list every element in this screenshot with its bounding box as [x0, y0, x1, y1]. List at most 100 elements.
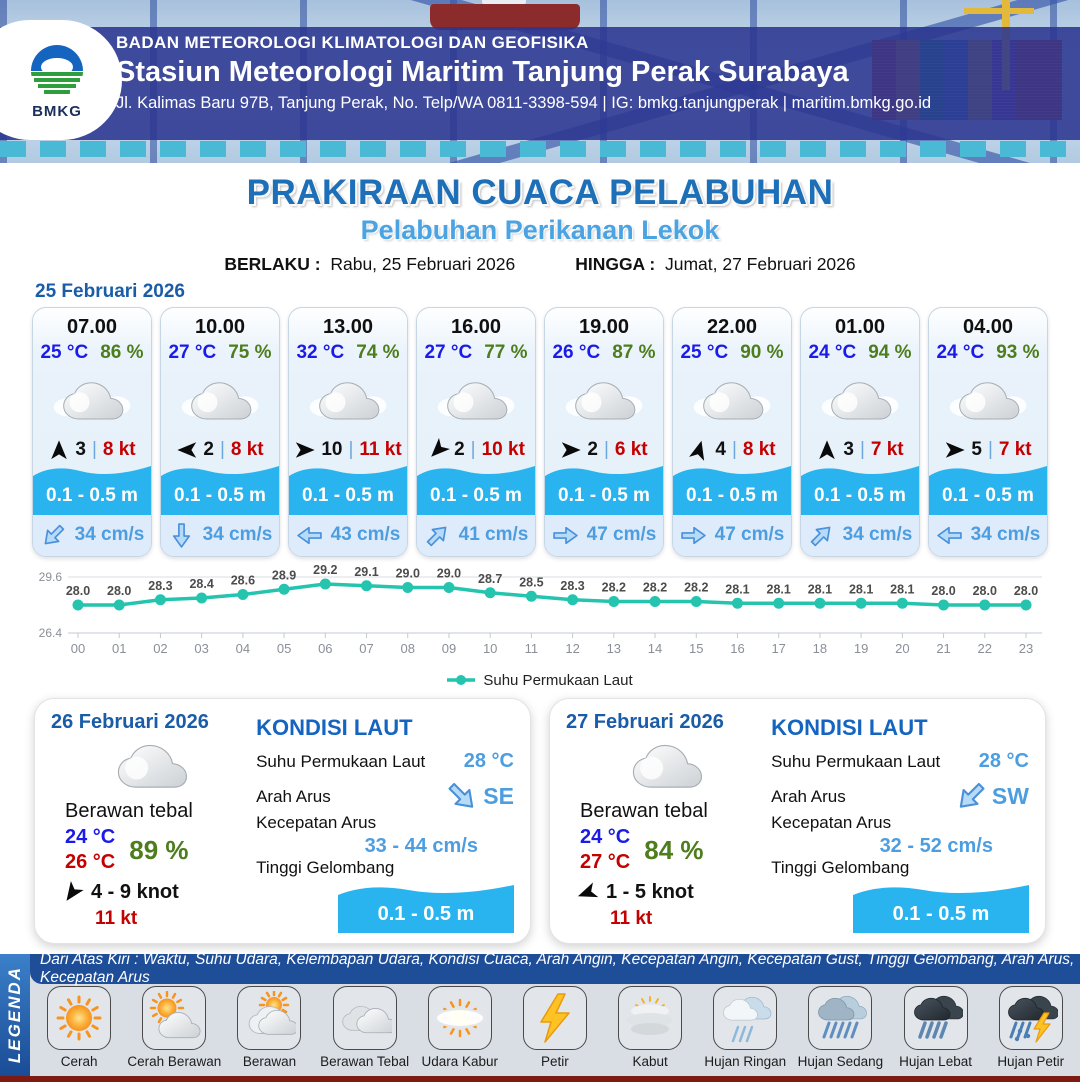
wind-gust: 7 kt: [870, 438, 904, 460]
wave-height: 0.1 - 0.5 m: [337, 902, 514, 933]
svg-text:28.0: 28.0: [931, 584, 955, 598]
forecast-card: 22.00 25 °C 90 % 4 | 8 kt 0.1 - 0.5 m 47…: [672, 307, 792, 557]
header-banner: BADAN METEOROLOGI KLIMATOLOGI DAN GEOFIS…: [0, 0, 1080, 163]
legend-item: Hujan Lebat: [890, 986, 982, 1076]
legend-item-label: Kabut: [632, 1054, 668, 1069]
wind-speed: 4: [715, 438, 726, 460]
svg-text:22: 22: [978, 641, 992, 656]
bottom-bar: [0, 1076, 1080, 1082]
current-speed: 43 cm/s: [330, 524, 401, 546]
wave-crest: [417, 465, 535, 483]
legend-item: Berawan Tebal: [319, 986, 411, 1076]
wave-height: 0.1 - 0.5 m: [929, 482, 1047, 515]
cloudy-icon: [621, 744, 710, 788]
bmkg-logo-text: BMKG: [32, 102, 82, 120]
humidity: 75 %: [228, 342, 272, 363]
forecast-time: 19.00: [578, 316, 630, 338]
validity-row: BERLAKU : Rabu, 25 Februari 2026 HINGGA …: [0, 254, 1080, 275]
separator: |: [219, 438, 225, 460]
current-direction-arrow-icon: [552, 526, 578, 545]
wind-direction-arrow-icon: [51, 440, 68, 460]
svg-text:13: 13: [607, 641, 621, 656]
current-direction-arrow-icon: [296, 526, 322, 545]
wind-speed: 2: [454, 438, 465, 460]
station-name: Stasiun Meteorologi Maritim Tanjung Pera…: [116, 56, 849, 88]
chart-legend: Suhu Permukaan Laut: [0, 670, 1080, 690]
legend-item: Petir: [509, 986, 601, 1076]
current-row: 34 cm/s: [801, 514, 919, 556]
wind-gust: 8 kt: [742, 438, 776, 460]
separator: |: [91, 438, 97, 460]
wind-row: 5 | 7 kt: [944, 439, 1032, 461]
wave-crest: [929, 465, 1047, 483]
cloudy-icon: [949, 382, 1027, 420]
wind-gust: 11 kt: [610, 908, 653, 929]
current-direction-label: Arah Arus: [771, 786, 846, 806]
legend-icon-box: [522, 986, 587, 1050]
udara-kabur-icon: [434, 998, 485, 1038]
legend-item: Kabut: [604, 986, 696, 1076]
air-temperature: 25 °C: [680, 342, 729, 363]
seats-illustration: [0, 141, 1080, 157]
forecast-time: 04.00: [962, 316, 1014, 338]
temp-min: 24 °C: [65, 826, 116, 848]
weather-condition: Berawan tebal: [580, 800, 708, 822]
petir-icon: [540, 993, 570, 1043]
sst-value: 28 °C: [463, 750, 514, 772]
humidity: 89 %: [129, 834, 189, 865]
current-row: 34 cm/s: [161, 514, 279, 556]
svg-text:01: 01: [112, 641, 126, 656]
svg-text:28.1: 28.1: [890, 582, 914, 596]
legend-icon-box: [713, 986, 778, 1050]
humidity: 84 %: [644, 834, 704, 865]
svg-text:28.1: 28.1: [767, 582, 791, 596]
svg-text:28.1: 28.1: [808, 582, 832, 596]
current-direction-arrow-icon: [959, 782, 985, 808]
legend-items: Cerah Cerah Berawan Berawan Berawan Teba…: [30, 986, 1080, 1076]
svg-text:28.3: 28.3: [560, 579, 584, 593]
current-speed-label: Kecepatan Arus: [256, 813, 377, 832]
wave-height-band: 0.1 - 0.5 m: [33, 461, 151, 515]
legend-item: Hujan Sedang: [794, 986, 886, 1076]
svg-text:11: 11: [525, 641, 539, 656]
forecast-time: 07.00: [66, 316, 118, 338]
current-direction-arrow-icon: [810, 526, 831, 547]
sst-chart: 29.6 26.4 28.0 00 28.0 01 28.3 02 28.4 03 28.6 04 28…: [0, 557, 1080, 670]
temp-min: 24 °C: [580, 826, 631, 848]
air-temperature: 24 °C: [936, 342, 985, 363]
wind-gust: 8 kt: [230, 438, 264, 460]
svg-text:15: 15: [689, 641, 703, 656]
current-speed-label: Kecepatan Arus: [771, 813, 892, 832]
svg-text:28.2: 28.2: [643, 581, 667, 595]
current-speed: 47 cm/s: [714, 524, 785, 546]
bmkg-logo-icon: [31, 44, 83, 97]
svg-text:23: 23: [1019, 641, 1033, 656]
temp-max: 26 °C: [65, 851, 116, 873]
current-direction-arrow-icon: [936, 526, 962, 545]
wave-crest: [161, 465, 279, 483]
legend-item: Cerah Berawan: [127, 986, 221, 1076]
wave-height: 0.1 - 0.5 m: [673, 482, 791, 515]
daily-forecast-card: 26 Februari 2026 Berawan tebal 24 °C 26 …: [34, 698, 531, 944]
wind-direction-arrow-icon: [946, 442, 965, 458]
humidity: 90 %: [740, 342, 784, 363]
berawan-icon: [249, 991, 297, 1035]
wave-height: 0.1 - 0.5 m: [289, 482, 407, 515]
separator: |: [731, 438, 737, 460]
cloudy-icon: [309, 382, 387, 420]
legend-item: Hujan Petir: [985, 986, 1077, 1076]
current-direction: SE: [483, 783, 514, 809]
sst-label: Suhu Permukaan Laut: [256, 751, 426, 771]
humidity: 86 %: [100, 342, 144, 363]
wave-height-band: 0.1 - 0.5 m: [161, 461, 279, 515]
current-direction-arrow-icon: [172, 523, 190, 548]
wave-crest: [673, 465, 791, 483]
legend-item: Cerah: [33, 986, 125, 1076]
weather-condition: Berawan tebal: [65, 800, 193, 822]
current-speed: 47 cm/s: [586, 524, 657, 546]
wave-height: 0.1 - 0.5 m: [33, 482, 151, 515]
current-speed: 41 cm/s: [458, 524, 529, 546]
wind-speed: 2: [203, 438, 214, 460]
air-temperature: 25 °C: [40, 342, 89, 363]
wind-gust: 8 kt: [102, 438, 136, 460]
